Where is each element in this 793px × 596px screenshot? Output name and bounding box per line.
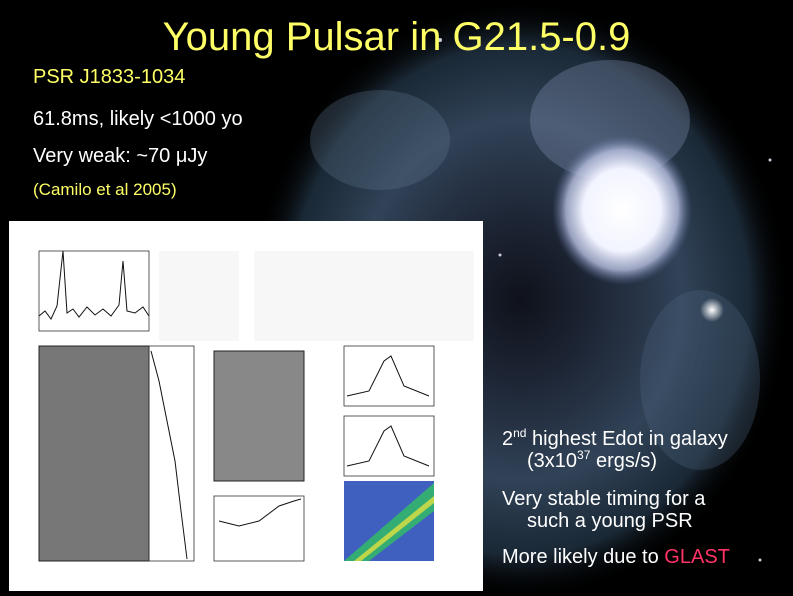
pulsar-flux: Very weak: ~70 μJy [33,145,208,167]
prepfold-panels [213,345,435,562]
citation: (Camilo et al 2005) [33,180,177,199]
glast-highlight: GLAST [664,546,730,568]
pulsar-name: PSR J1833-1034 [33,66,186,88]
slide-title: Young Pulsar in G21.5-0.9 [162,15,631,59]
chisq-panel [148,345,195,562]
bullet-timing: Very stable timing for a such a young PS… [502,488,706,532]
bullet-edot: 2nd highest Edot in galaxy (3x1037 ergs/… [502,426,728,472]
pulsar-info-block [159,251,474,341]
pulse-profile-panel [38,250,150,332]
subint-raster-panel [38,345,305,562]
bullet-glast: More likely due to GLAST [502,546,730,568]
pulsar-timing-plot [9,221,483,591]
pulsar-period: 61.8ms, likely <1000 yo [33,108,243,130]
